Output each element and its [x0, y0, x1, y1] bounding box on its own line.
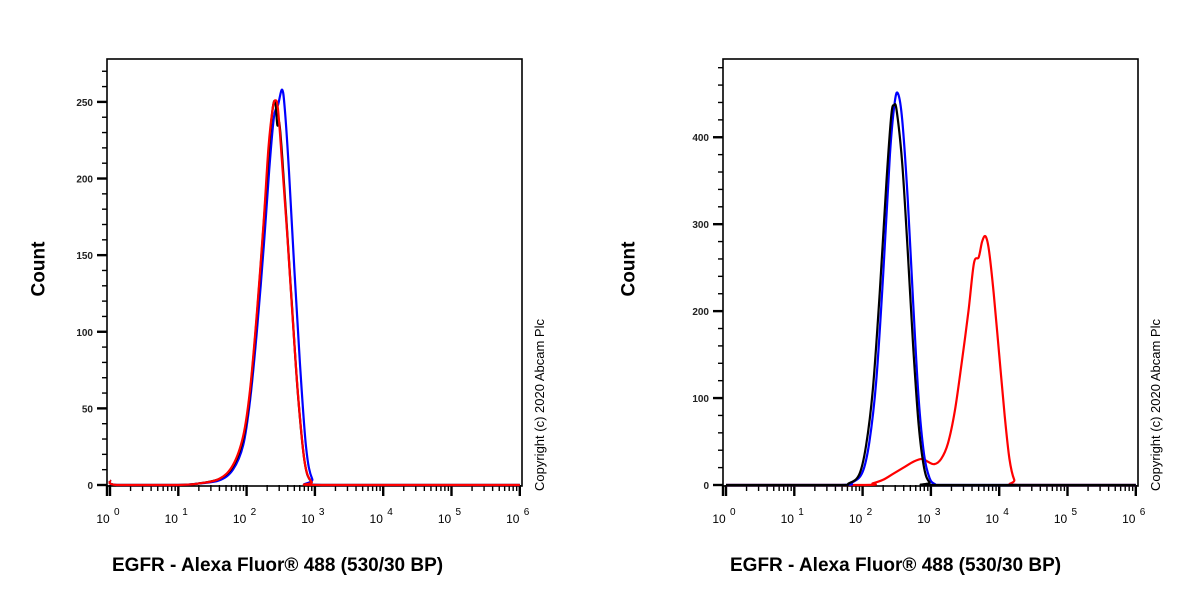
y-tick-label: 0 — [703, 481, 709, 492]
histogram-curve-red — [108, 99, 520, 487]
copyright-notice: Copyright (c) 2020 Abcam Plc — [532, 319, 547, 491]
y-tick-label: 50 — [82, 404, 94, 415]
histogram-curve-blue — [108, 88, 520, 487]
x-tick-exponent: 6 — [524, 507, 530, 518]
x-tick-label: 10 — [233, 512, 247, 526]
y-tick-label: 300 — [692, 220, 709, 231]
x-axis-label: EGFR - Alexa Fluor® 488 (530/30 BP) — [112, 555, 444, 576]
x-tick-label: 10 — [506, 512, 520, 526]
histogram-curve-black — [726, 103, 1136, 487]
x-tick-label: 10 — [849, 512, 863, 526]
x-tick-label: 10 — [1054, 512, 1068, 526]
y-tick-label: 200 — [76, 175, 93, 186]
plot-frame — [722, 58, 1139, 487]
x-tick-label: 10 — [1122, 512, 1136, 526]
y-tick-label: 150 — [76, 251, 93, 262]
y-axis-label: Count — [618, 241, 640, 297]
histogram-curve-black — [108, 99, 520, 487]
x-tick-label: 10 — [370, 512, 384, 526]
y-tick-label: 100 — [76, 328, 93, 339]
x-tick-exponent: 5 — [456, 507, 462, 518]
x-tick-label: 10 — [781, 512, 795, 526]
y-axis-label: Count — [28, 241, 50, 297]
histogram-curve-red — [726, 234, 1136, 487]
y-tick-label: 0 — [87, 481, 93, 492]
x-tick-label: 10 — [917, 512, 931, 526]
x-tick-exponent: 3 — [935, 507, 941, 518]
x-tick-exponent: 1 — [182, 507, 188, 518]
x-tick-label: 10 — [165, 512, 179, 526]
plot-frame — [106, 58, 523, 487]
x-tick-label: 10 — [301, 512, 315, 526]
histogram-panel-right: 0 100 200 300 400 10 0 10 1 10 2 10 3 10 4 10 5 10 6 Count… — [600, 0, 1200, 600]
x-tick-exponent: 3 — [319, 507, 325, 518]
x-axis-label: EGFR - Alexa Fluor® 488 (530/30 BP) — [730, 555, 1062, 576]
x-tick-label: 10 — [712, 512, 726, 526]
y-tick-label: 400 — [692, 133, 709, 144]
x-tick-exponent: 4 — [1003, 507, 1009, 518]
copyright-notice: Copyright (c) 2020 Abcam Plc — [1148, 319, 1163, 491]
x-tick-exponent: 2 — [867, 507, 873, 518]
y-tick-label: 250 — [76, 98, 93, 109]
x-tick-label: 10 — [96, 512, 110, 526]
y-tick-label: 100 — [692, 394, 709, 405]
x-tick-exponent: 2 — [251, 507, 257, 518]
x-tick-exponent: 6 — [1140, 507, 1146, 518]
y-tick-label: 200 — [692, 307, 709, 318]
x-tick-exponent: 0 — [114, 507, 120, 518]
x-tick-exponent: 0 — [730, 507, 736, 518]
x-tick-exponent: 1 — [798, 507, 804, 518]
histogram-panel-left: 0 50 100 150 200 250 10 0 10 1 10 2 10 3 10 4 10 5 10 6 Cou… — [28, 58, 547, 576]
x-tick-exponent: 4 — [387, 507, 393, 518]
x-tick-label: 10 — [986, 512, 1000, 526]
x-tick-exponent: 5 — [1072, 507, 1078, 518]
x-tick-label: 10 — [438, 512, 452, 526]
histogram-curve-blue — [726, 91, 1136, 487]
